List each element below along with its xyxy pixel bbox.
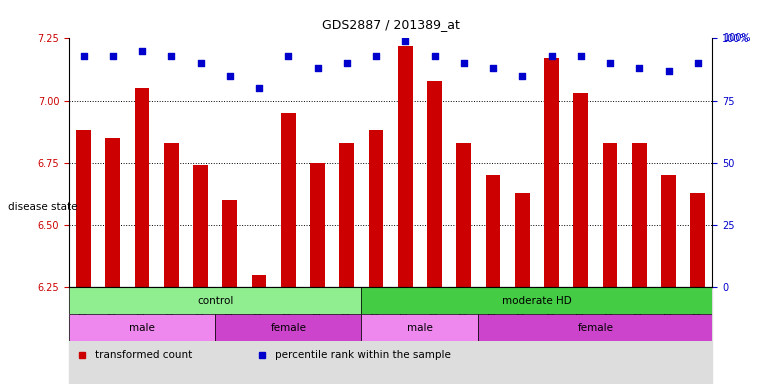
Bar xyxy=(106,138,120,287)
FancyBboxPatch shape xyxy=(69,287,362,314)
Point xyxy=(165,53,178,59)
Point xyxy=(282,53,294,59)
Bar xyxy=(244,287,273,384)
Point xyxy=(516,73,529,79)
Bar xyxy=(427,81,442,287)
Point xyxy=(253,85,265,91)
Point xyxy=(633,65,646,71)
Text: moderate HD: moderate HD xyxy=(502,296,571,306)
Text: male: male xyxy=(407,323,433,333)
Bar xyxy=(215,287,244,384)
Bar xyxy=(339,143,354,287)
Bar xyxy=(77,131,91,287)
Point xyxy=(399,38,411,44)
FancyBboxPatch shape xyxy=(362,314,479,341)
Point xyxy=(663,68,675,74)
Point xyxy=(106,53,119,59)
FancyBboxPatch shape xyxy=(215,314,362,341)
Bar xyxy=(252,275,267,287)
Bar xyxy=(332,287,362,384)
Y-axis label: 100%: 100% xyxy=(725,33,752,43)
Bar xyxy=(544,58,559,287)
Text: female: female xyxy=(270,323,306,333)
Text: control: control xyxy=(197,296,234,306)
Bar xyxy=(632,143,647,287)
Bar xyxy=(574,93,588,287)
Point xyxy=(457,60,470,66)
Bar xyxy=(127,287,157,384)
Bar xyxy=(69,287,98,384)
Text: GDS2887 / 201389_at: GDS2887 / 201389_at xyxy=(322,18,460,31)
Bar xyxy=(661,175,676,287)
Bar xyxy=(368,131,383,287)
Bar xyxy=(690,192,705,287)
Bar xyxy=(222,200,237,287)
Point xyxy=(428,53,440,59)
Text: female: female xyxy=(578,323,614,333)
Bar xyxy=(135,88,149,287)
Bar xyxy=(683,287,712,384)
Bar xyxy=(486,175,500,287)
Point xyxy=(224,73,236,79)
Bar xyxy=(391,287,420,384)
Bar xyxy=(420,287,449,384)
Bar xyxy=(566,287,595,384)
Bar xyxy=(164,143,178,287)
Text: percentile rank within the sample: percentile rank within the sample xyxy=(275,350,450,360)
Bar xyxy=(310,163,325,287)
Bar xyxy=(603,143,617,287)
Bar xyxy=(273,287,303,384)
Point xyxy=(604,60,616,66)
Bar xyxy=(157,287,186,384)
Bar xyxy=(303,287,332,384)
Bar xyxy=(457,143,471,287)
FancyBboxPatch shape xyxy=(362,287,712,314)
Point xyxy=(370,53,382,59)
Bar xyxy=(515,192,529,287)
Point xyxy=(341,60,353,66)
Bar xyxy=(193,165,208,287)
Bar xyxy=(654,287,683,384)
FancyBboxPatch shape xyxy=(69,314,215,341)
Point xyxy=(312,65,324,71)
Bar xyxy=(281,113,296,287)
Point xyxy=(136,48,148,54)
Bar xyxy=(98,287,127,384)
Point xyxy=(487,65,499,71)
Point xyxy=(77,53,90,59)
Bar xyxy=(449,287,479,384)
FancyBboxPatch shape xyxy=(479,314,712,341)
Text: transformed count: transformed count xyxy=(95,350,192,360)
Bar xyxy=(595,287,624,384)
Bar xyxy=(624,287,654,384)
Bar xyxy=(508,287,537,384)
Point xyxy=(574,53,587,59)
Bar xyxy=(186,287,215,384)
Bar xyxy=(537,287,566,384)
Point xyxy=(692,60,704,66)
Point xyxy=(545,53,558,59)
Bar xyxy=(398,46,413,287)
Text: disease state: disease state xyxy=(8,202,77,212)
Bar xyxy=(362,287,391,384)
Text: male: male xyxy=(129,323,155,333)
Point xyxy=(195,60,207,66)
Bar xyxy=(479,287,508,384)
